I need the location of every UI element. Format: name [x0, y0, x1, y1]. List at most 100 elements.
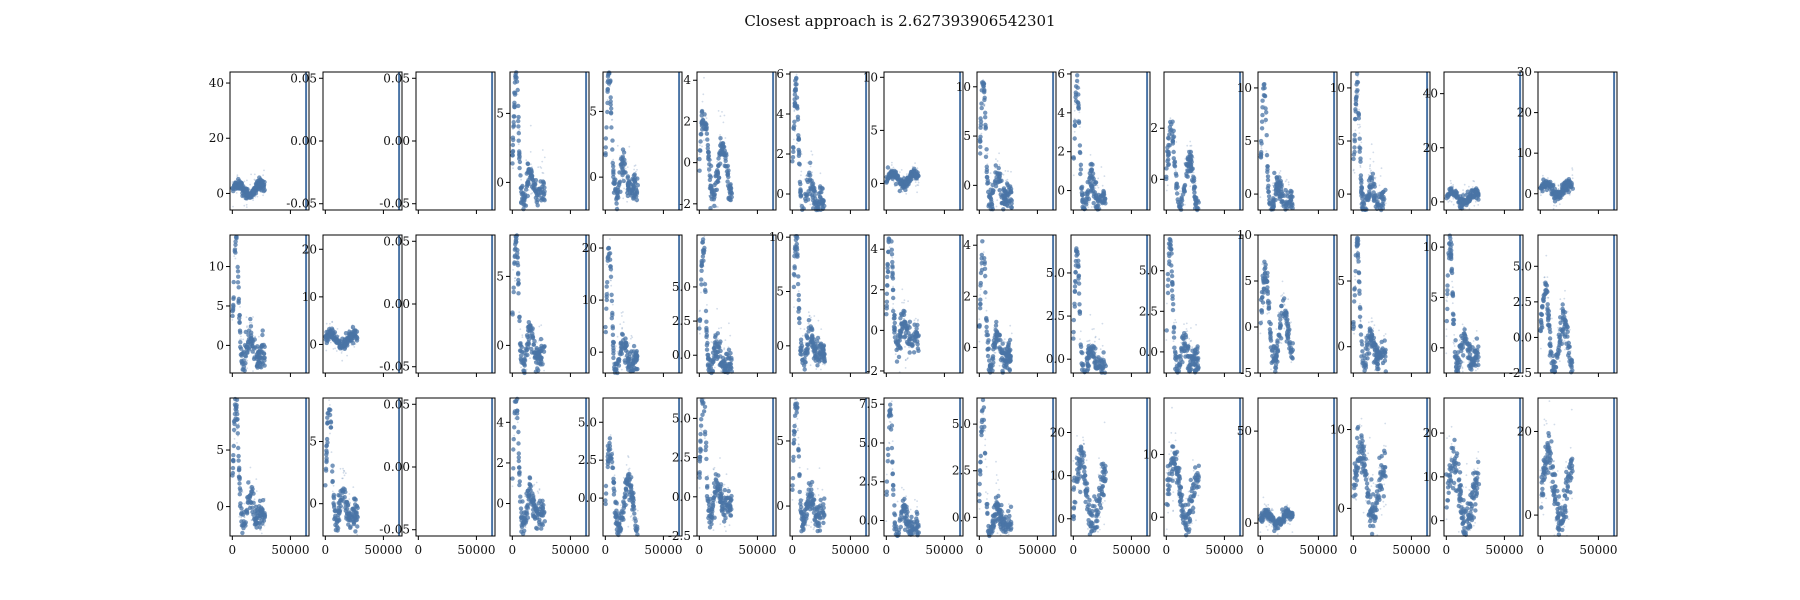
data-point: [1288, 188, 1293, 194]
data-point: [1088, 162, 1093, 167]
data-point: [814, 204, 820, 209]
data-point: [1170, 139, 1175, 144]
data-point: [986, 180, 991, 186]
data-point: [253, 178, 256, 181]
data-point: [510, 312, 515, 317]
data-point: [626, 180, 632, 185]
data-point: [1369, 158, 1372, 160]
data-point: [1079, 165, 1081, 167]
data-point: [248, 344, 253, 349]
data-point: [354, 334, 359, 340]
data-point: [1094, 344, 1096, 347]
data-point: [1261, 82, 1267, 87]
data-point: [808, 185, 813, 190]
data-point: [903, 185, 906, 188]
data-point: [888, 170, 890, 173]
data-point: [1170, 307, 1176, 313]
data-point: [1100, 369, 1103, 372]
data-point: [806, 161, 809, 164]
y-tick-label: 0: [870, 176, 878, 190]
data-point: [1455, 188, 1457, 190]
data-point: [985, 353, 991, 359]
data-point: [890, 265, 895, 270]
data-point: [237, 312, 242, 318]
data-point: [1100, 166, 1103, 168]
data-point: [511, 114, 516, 119]
data-point: [517, 151, 522, 156]
data-point: [611, 346, 616, 351]
data-point: [808, 160, 813, 165]
subplot-grid: 02040-0.050.000.05-0.050.000.050505-2024…: [209, 65, 1618, 557]
data-point: [1077, 143, 1083, 148]
data-point: [1467, 197, 1473, 203]
data-point: [253, 173, 256, 176]
data-point: [630, 334, 633, 337]
data-point: [1180, 364, 1183, 367]
data-point: [1182, 345, 1185, 347]
data-point: [1465, 204, 1468, 207]
data-point: [799, 345, 804, 351]
scatter-series: [323, 320, 360, 362]
data-point: [520, 178, 522, 181]
data-point: [635, 200, 638, 203]
data-point: [704, 327, 709, 333]
data-point: [325, 322, 328, 325]
y-tick-label: 10: [582, 293, 597, 307]
data-point: [708, 194, 711, 197]
data-point: [983, 122, 988, 128]
data-point: [242, 338, 245, 341]
data-point: [1076, 281, 1082, 286]
data-point: [990, 356, 996, 361]
y-tick-label: 0: [870, 323, 878, 337]
data-point: [1005, 179, 1007, 182]
data-point: [246, 367, 249, 370]
data-point: [248, 324, 251, 327]
data-point: [525, 200, 528, 202]
data-point: [244, 188, 249, 194]
data-point: [1445, 193, 1450, 198]
data-point: [606, 72, 611, 77]
data-point: [232, 247, 238, 252]
data-point: [243, 367, 246, 369]
data-point: [1189, 185, 1192, 188]
data-point: [983, 115, 988, 120]
data-point: [722, 121, 725, 124]
data-point: [901, 301, 903, 304]
data-point: [1568, 193, 1571, 196]
data-point: [703, 139, 705, 142]
data-point: [541, 192, 546, 198]
data-point: [726, 195, 731, 200]
data-point: [1470, 193, 1472, 195]
data-point: [1082, 204, 1085, 207]
data-point: [340, 352, 343, 354]
data-point: [262, 194, 264, 197]
data-point: [1357, 149, 1362, 154]
data-point: [707, 143, 709, 146]
data-point: [1359, 201, 1365, 207]
data-point: [635, 170, 637, 173]
y-tick-label: 5: [496, 106, 504, 120]
data-point: [610, 147, 615, 152]
y-tick-label: 2: [1150, 121, 1158, 135]
data-point: [1276, 194, 1279, 197]
data-point: [244, 350, 249, 355]
data-point: [1010, 170, 1012, 173]
data-point: [713, 353, 718, 359]
data-point: [1355, 80, 1361, 85]
data-point: [907, 341, 912, 347]
data-point: [703, 308, 709, 314]
data-point: [699, 144, 701, 147]
data-point: [531, 192, 534, 194]
data-point: [326, 333, 328, 335]
y-tick-label: 0.00: [383, 134, 410, 148]
data-point: [997, 171, 1002, 176]
data-point: [885, 274, 890, 280]
data-point: [707, 173, 712, 178]
data-point: [1180, 349, 1183, 351]
data-point: [903, 301, 905, 304]
data-point: [252, 187, 255, 190]
axes-frame: [696, 71, 777, 211]
data-point: [702, 282, 708, 287]
data-point: [1356, 123, 1359, 126]
